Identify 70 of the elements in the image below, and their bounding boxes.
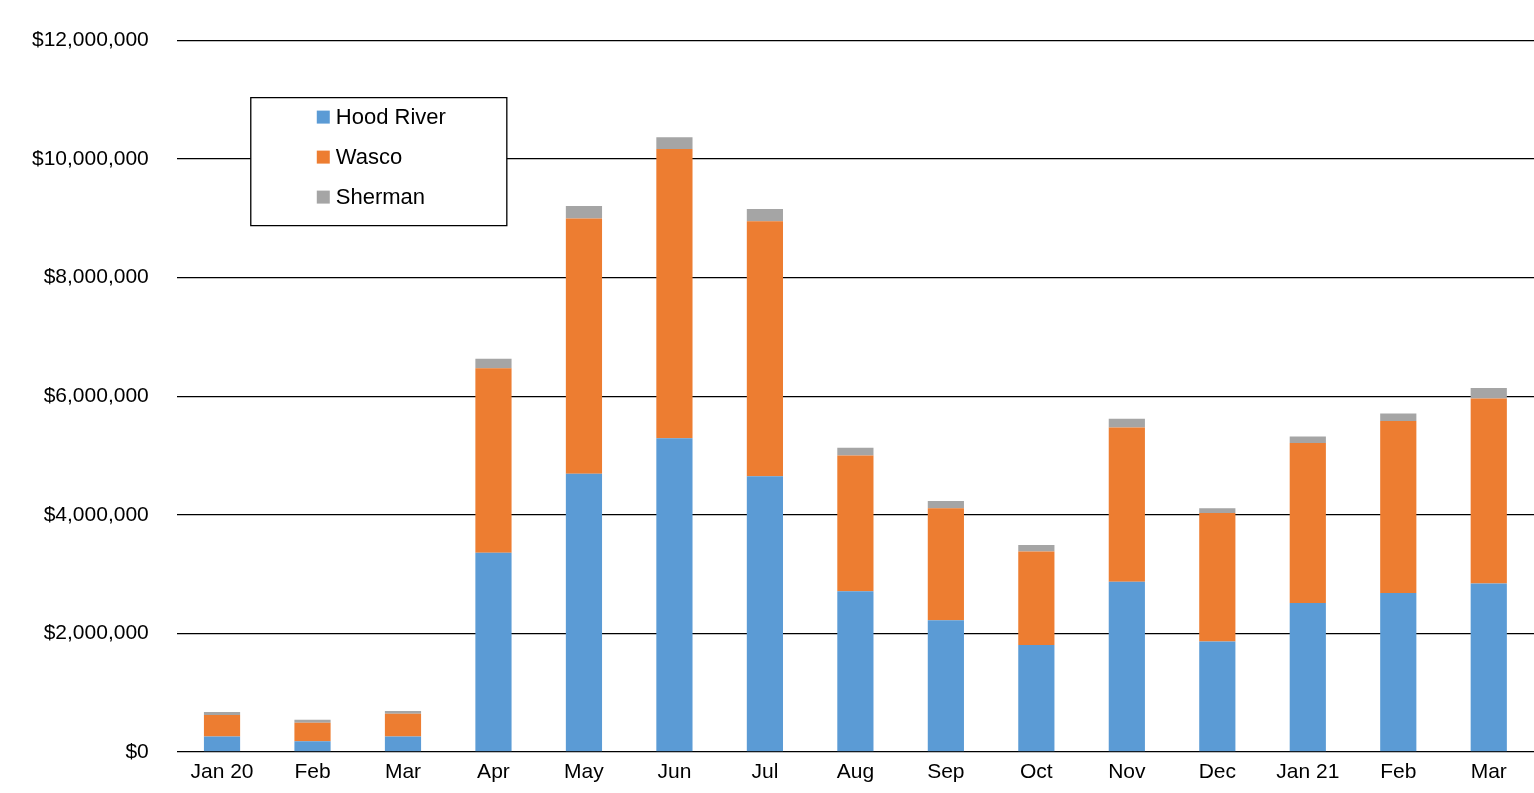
- bar: [203, 712, 241, 716]
- bar: [1380, 592, 1417, 752]
- bar: [1018, 645, 1055, 752]
- bar: [294, 722, 331, 742]
- bar: [1199, 512, 1236, 642]
- x-tick-label: Mar: [1470, 759, 1507, 783]
- x-tick-label: Jan 20: [190, 759, 254, 783]
- bar: [1108, 427, 1145, 582]
- x-tick-label: Apr: [477, 759, 510, 783]
- legend-label: Hood River: [335, 103, 446, 129]
- x-tick-label: Sep: [927, 759, 965, 783]
- y-tick-label: $8,000,000: [43, 264, 149, 288]
- bar: [1470, 583, 1507, 752]
- x-tick-label: Nov: [1108, 759, 1146, 783]
- bar: [746, 221, 784, 477]
- legend-label: Wasco: [335, 143, 403, 169]
- bar: [746, 208, 784, 222]
- x-tick-label: Jun: [657, 759, 692, 783]
- bar: [656, 438, 693, 752]
- bar: [837, 591, 874, 752]
- bar: [565, 218, 603, 474]
- y-tick-label: $12,000,000: [31, 27, 149, 51]
- bar: [1199, 508, 1236, 513]
- y-tick-label: $2,000,000: [43, 620, 149, 644]
- y-tick-label: $10,000,000: [31, 145, 149, 169]
- bar: [927, 508, 964, 621]
- bar: [203, 715, 241, 737]
- bar: [475, 552, 512, 752]
- bar: [203, 736, 241, 752]
- bar: [384, 736, 422, 752]
- bar: [837, 447, 874, 456]
- bar: [1018, 551, 1055, 646]
- bar: [1108, 581, 1145, 752]
- x-tick-label: Jul: [751, 759, 779, 783]
- bar: [1380, 413, 1417, 422]
- bar: [1470, 398, 1507, 584]
- bar: [1289, 443, 1326, 604]
- legend-label: Sherman: [335, 183, 426, 209]
- bar: [384, 713, 422, 737]
- y-tick-label: $0: [125, 738, 149, 762]
- bar: [384, 710, 422, 714]
- bar: [1018, 544, 1055, 552]
- bar: [746, 476, 784, 752]
- x-tick-label: May: [564, 759, 605, 783]
- bar: [294, 741, 331, 752]
- bar: [927, 620, 964, 752]
- y-tick-label: $4,000,000: [43, 501, 149, 525]
- x-tick-label: Mar: [384, 759, 422, 783]
- bar: [1380, 421, 1417, 593]
- x-tick-label: Aug: [836, 759, 875, 783]
- y-tick-label: $6,000,000: [43, 383, 149, 406]
- x-tick-label: Jan 21: [1276, 759, 1340, 783]
- bar: [565, 473, 603, 752]
- bar: [475, 358, 512, 369]
- bar: [565, 205, 603, 219]
- bar: [475, 368, 512, 553]
- bar: [837, 455, 874, 592]
- bar: [294, 719, 331, 723]
- bar: [1108, 418, 1145, 428]
- bar: [656, 149, 693, 439]
- bar: [927, 501, 964, 509]
- x-tick-label: Dec: [1198, 759, 1236, 783]
- bar: [1289, 436, 1326, 444]
- x-tick-label: Oct: [1020, 759, 1053, 783]
- bar: [656, 137, 693, 150]
- x-tick-label: Feb: [294, 759, 331, 783]
- x-tick-label: Feb: [1380, 759, 1417, 783]
- bar: [1199, 641, 1236, 752]
- bar: [1289, 603, 1326, 752]
- bar: [1470, 387, 1507, 399]
